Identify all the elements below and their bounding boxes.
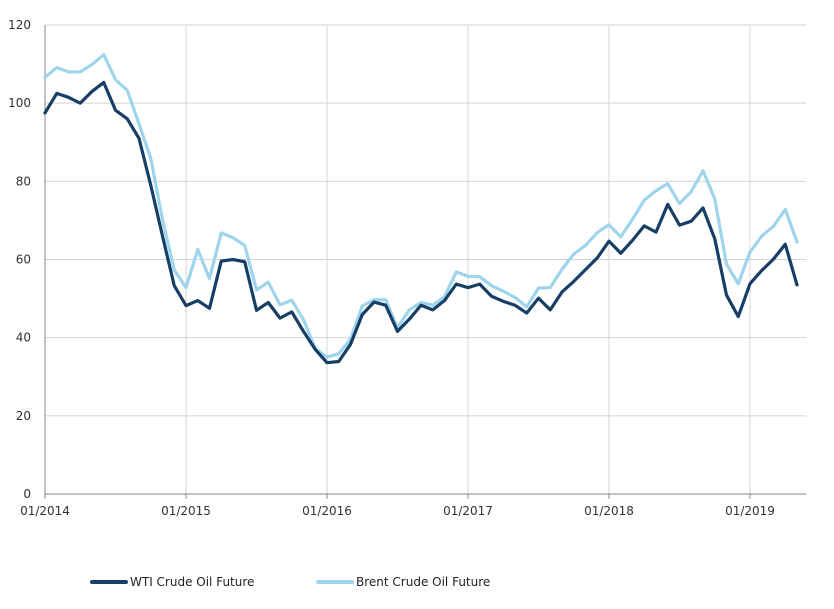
y-tick-label: 100 — [8, 96, 31, 110]
x-tick-label: 01/2015 — [161, 504, 211, 518]
series-lines — [43, 53, 799, 365]
y-tick-label: 60 — [16, 253, 31, 267]
y-axis: 0 20 40 60 80 100 120 — [8, 18, 46, 501]
x-tick-label: 01/2018 — [584, 504, 634, 518]
y-tick-label: 40 — [16, 331, 31, 345]
x-tick-label: 01/2014 — [20, 504, 70, 518]
y-tick-label: 80 — [16, 174, 31, 188]
grid — [45, 24, 806, 494]
legend-label: WTI Crude Oil Future — [130, 575, 254, 589]
legend: WTI Crude Oil Future Brent Crude Oil Futu… — [90, 575, 490, 589]
x-tick-label: 01/2017 — [443, 504, 493, 518]
x-tick-label: 01/2016 — [302, 504, 352, 518]
series-line-wti-crude-oil-future — [43, 80, 799, 365]
y-tick-label: 0 — [23, 487, 31, 501]
y-tick-label: 20 — [16, 409, 31, 423]
y-tick-label: 120 — [8, 18, 31, 32]
x-axis: 01/2014 01/2015 01/2016 01/2017 01/2018 01/20… — [20, 493, 806, 518]
x-tick-label: 01/2019 — [725, 504, 775, 518]
series-line-brent-crude-oil-future — [43, 53, 799, 359]
legend-label: Brent Crude Oil Future — [356, 575, 490, 589]
